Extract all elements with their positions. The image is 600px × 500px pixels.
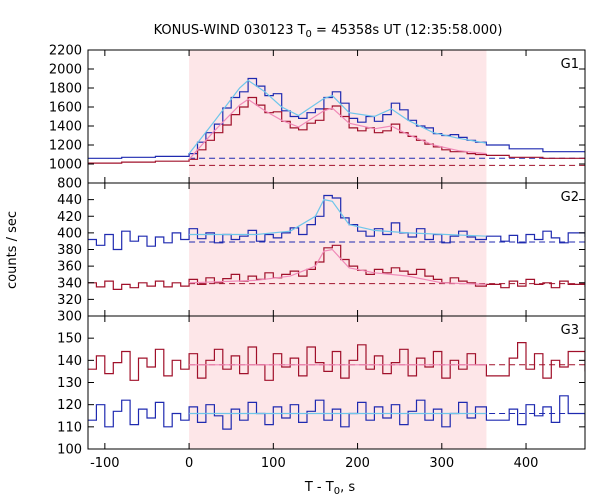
panel-g3: 100 110 120 130 140 150 -100 0 100 200 300 400 G3 — [57, 315, 586, 471]
chart-title-suffix: = 45358s UT (12:35:58.000) — [312, 23, 502, 38]
fit-blue_fit-line — [188, 79, 487, 154]
fit-red_fit-line — [188, 98, 487, 160]
panel-g1: 800 1000 1200 1400 1600 1800 2000 2200 G1 — [49, 44, 586, 192]
series-red-step — [88, 96, 585, 164]
y-tick-label: 130 — [57, 376, 82, 391]
y-tick-label: 2000 — [49, 63, 82, 78]
x-tick-label: 400 — [514, 456, 539, 471]
series-blue-step — [88, 194, 585, 251]
x-tick-label: 100 — [261, 456, 286, 471]
x-axis-label-suffix: , s — [340, 480, 355, 495]
y-axis-label: counts / sec — [5, 211, 20, 289]
highlight-interval — [189, 316, 487, 449]
fit-blue_fit-line — [189, 198, 487, 237]
y-tick-label: 150 — [57, 332, 82, 347]
y-tick-label: 800 — [57, 177, 82, 192]
y-tick-label: 140 — [57, 354, 82, 369]
highlight-interval — [189, 183, 487, 316]
y-tick-label: 1200 — [49, 139, 82, 154]
series-red-step — [88, 244, 585, 290]
x-axis-label: T - T0, s — [304, 480, 355, 497]
y-tick-label: 340 — [57, 276, 82, 291]
panel-plot-area — [88, 194, 585, 290]
series-red-step — [88, 342, 585, 381]
series-blue-step — [88, 77, 585, 159]
panel-label: G1 — [561, 57, 579, 72]
x-tick-label: 300 — [429, 456, 454, 471]
panel-plot-area — [88, 77, 585, 166]
y-tick-label: 400 — [57, 226, 82, 241]
y-tick-label: 2200 — [49, 44, 82, 59]
y-tick-label: 440 — [57, 193, 82, 208]
y-tick-label: 420 — [57, 210, 82, 225]
series-blue-step — [88, 395, 585, 430]
fit-red_fit-line — [189, 248, 487, 285]
panel-label: G3 — [561, 323, 579, 338]
y-tick-label: 380 — [57, 243, 82, 258]
x-tick-label: -100 — [90, 456, 120, 471]
chart-title-prefix: KONUS-WIND 030123 T — [154, 23, 306, 38]
y-tick-label: 1600 — [49, 101, 82, 116]
y-tick-label: 120 — [57, 398, 82, 413]
chart-title: KONUS-WIND 030123 T0 = 45358s UT (12:35:… — [154, 23, 503, 40]
y-tick-label: 1000 — [49, 158, 82, 173]
panel-label: G2 — [561, 190, 579, 205]
panel-plot-area — [88, 342, 585, 430]
chart-title-subscript: 0 — [306, 29, 312, 40]
y-tick-label: 320 — [57, 293, 82, 308]
y-tick-label: 110 — [57, 420, 82, 435]
y-tick-label: 1400 — [49, 120, 82, 135]
plot-layer: 8001000120014001600180020002200G13003203… — [49, 44, 586, 471]
highlight-interval — [189, 50, 487, 183]
x-axis-label-prefix: T - T — [304, 480, 334, 495]
x-axis-label-subscript: 0 — [334, 486, 340, 497]
y-tick-label: 360 — [57, 260, 82, 275]
x-tick-label: 200 — [345, 456, 370, 471]
y-tick-label: 300 — [57, 310, 82, 325]
y-tick-label: 100 — [57, 443, 82, 458]
x-tick-label: 0 — [185, 456, 193, 471]
y-tick-label: 1800 — [49, 82, 82, 97]
